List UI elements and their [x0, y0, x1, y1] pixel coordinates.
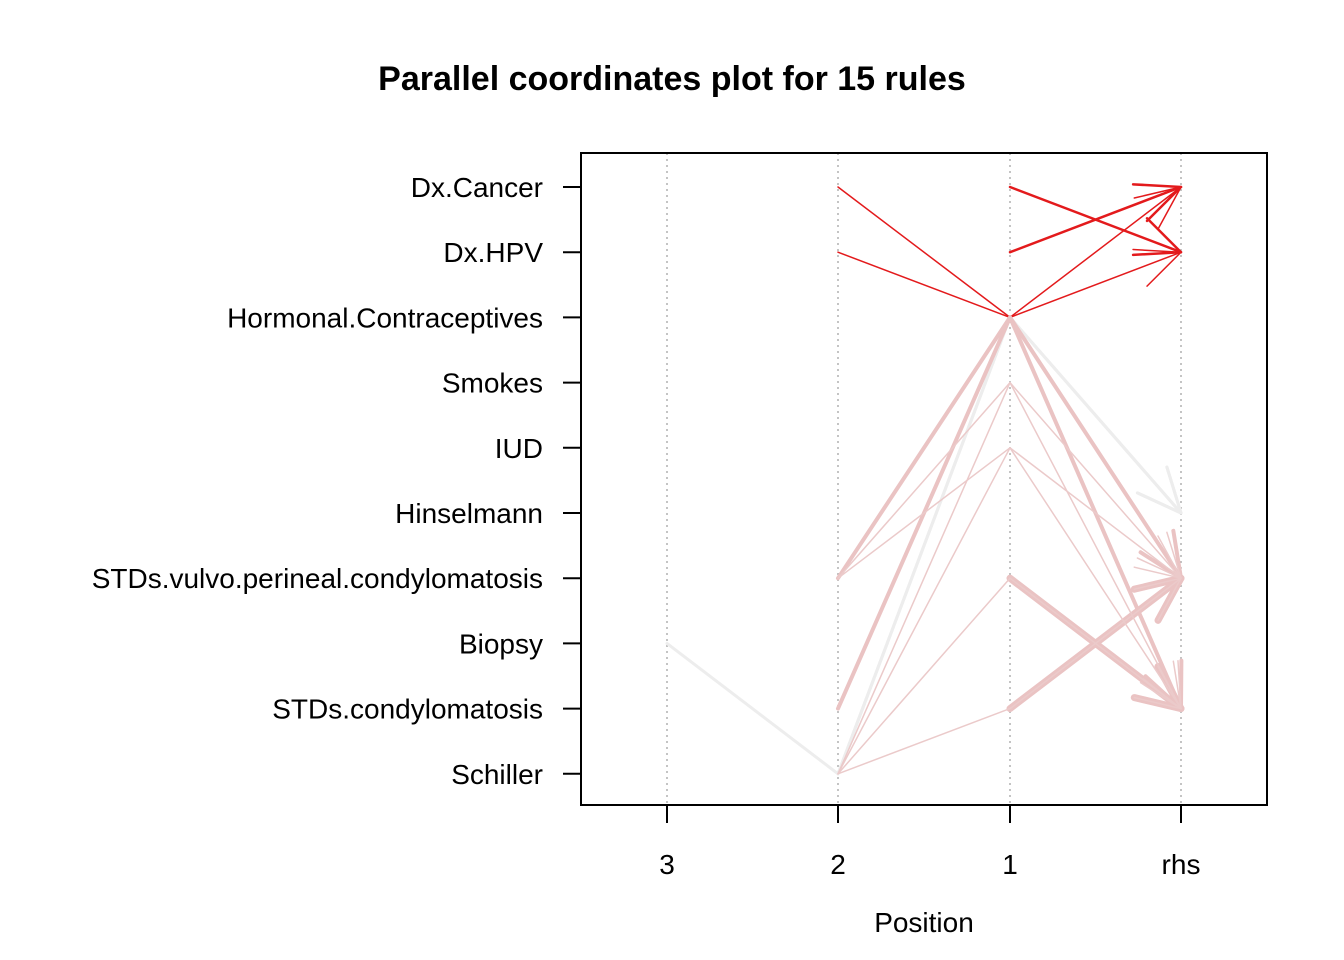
rule-13-line — [837, 381, 1182, 775]
rule-16-line — [837, 577, 1182, 775]
y-tick-label-stds-vulvo-perineal-condylomatosis: STDs.vulvo.perineal.condylomatosis — [92, 563, 543, 594]
rule-11-line — [837, 381, 1182, 710]
x-tick-label-rhs: rhs — [1162, 849, 1201, 880]
y-tick-label-stds-condylomatosis: STDs.condylomatosis — [272, 694, 543, 725]
y-tick-label-hormonal-contraceptives: Hormonal.Contraceptives — [227, 302, 543, 333]
x-tick-label-2: 2 — [830, 849, 846, 880]
y-tick-label-hinselmann: Hinselmann — [395, 498, 543, 529]
y-axis: Dx.Cancer Dx.HPV Hormonal.Contraceptives Sm… — [92, 172, 581, 790]
rule-lines — [665, 183, 1185, 776]
rule-3-arrowhead — [1131, 217, 1183, 257]
rule-8-line — [836, 315, 1183, 711]
rule-15 — [837, 577, 1182, 775]
plot-frame — [580, 152, 1268, 806]
y-tick-label-schiller: Schiller — [451, 759, 543, 790]
x-tick-label-1: 1 — [1002, 849, 1018, 880]
x-axis: 3 2 1 rhs — [659, 805, 1200, 880]
rule-4 — [1008, 183, 1183, 254]
rule-11 — [837, 381, 1182, 710]
rule-16 — [837, 577, 1182, 775]
rule-4-line — [1008, 185, 1183, 254]
y-tick-label-biopsy: Biopsy — [459, 628, 543, 659]
x-axis-title: Position — [874, 907, 974, 938]
rule-15-arrowhead — [1133, 665, 1182, 710]
y-tick-label-smokes: Smokes — [442, 368, 543, 399]
rule-14-line — [837, 447, 1182, 775]
rule-15-line — [837, 577, 1182, 775]
y-tick-label-iud: IUD — [495, 433, 543, 464]
chart-title: Parallel coordinates plot for 15 rules — [378, 60, 966, 98]
grid-lines — [666, 153, 1182, 805]
y-tick-label-dx-hpv: Dx.HPV — [443, 237, 543, 268]
rule-6-arrowhead — [1135, 465, 1183, 515]
x-tick-label-3: 3 — [659, 849, 675, 880]
rule-16-arrowhead — [1133, 577, 1182, 622]
rule-6 — [665, 315, 1183, 776]
y-tick-label-dx-cancer: Dx.Cancer — [411, 172, 543, 203]
rule-6-line — [665, 315, 1183, 776]
rule-4-arrowhead — [1131, 183, 1183, 223]
